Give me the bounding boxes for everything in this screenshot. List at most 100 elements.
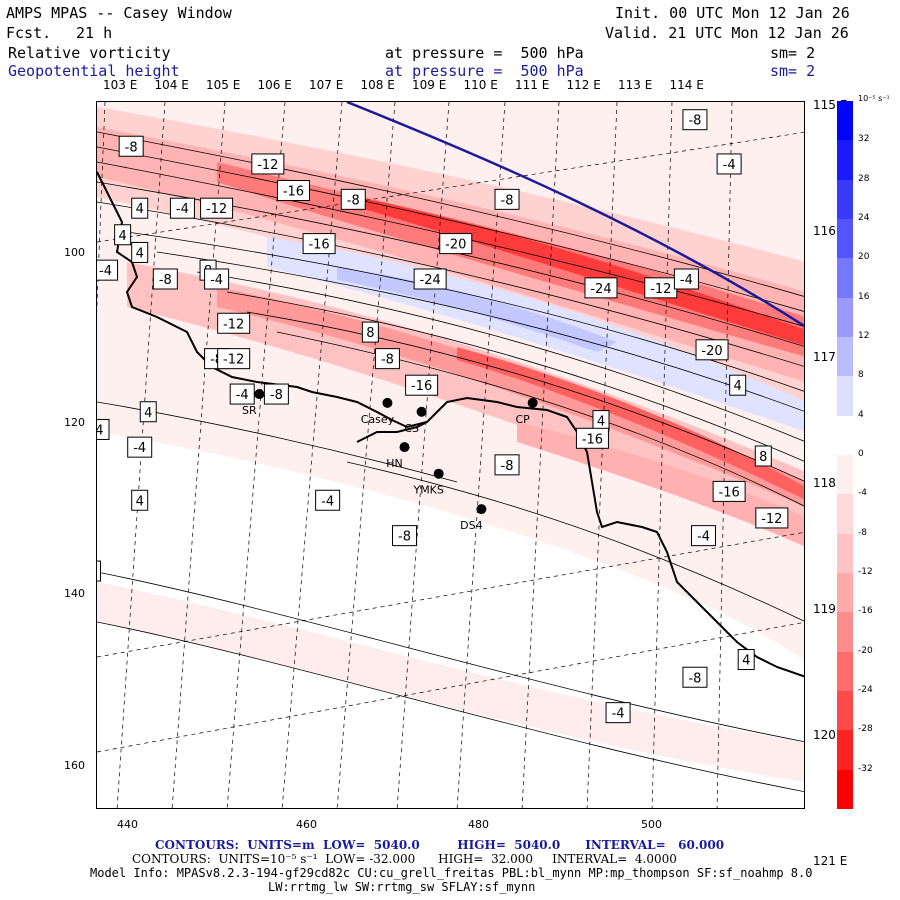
colorbar-segment <box>837 297 853 338</box>
colorbar-tick: -8 <box>858 527 867 538</box>
contour-label-text: -4 <box>612 707 625 722</box>
contour-label: -8 <box>494 188 520 210</box>
vort-band-north-inner <box>217 162 804 357</box>
contour-label: -4 <box>204 268 230 290</box>
vort-contour <box>97 161 804 327</box>
contour-label: -16 <box>405 374 439 396</box>
model-title: AMPS MPAS -- Casey Window <box>6 4 232 22</box>
vort-contour <box>276 331 804 507</box>
vort-band-light-neg-3 <box>97 582 804 782</box>
height-contour-5040 <box>346 102 804 328</box>
contour-label-text: 4 <box>136 202 144 217</box>
contour-label-text: -16 <box>411 379 432 394</box>
station-name: CP <box>515 413 530 426</box>
contour-label-text: -8 <box>398 530 411 545</box>
meridian <box>396 102 450 808</box>
colorbar-segment <box>837 258 853 299</box>
contour-label: 4 <box>131 489 149 511</box>
contour-label: -4 <box>315 489 341 511</box>
station-dot <box>416 406 427 417</box>
field1-level: at pressure = 500 hPa <box>385 44 584 62</box>
map-plot: -8-12-8-4-12-16-8-84-444-16-208-4-8-4-24… <box>96 101 805 809</box>
contour-label: -8 <box>494 454 520 476</box>
contour-label-text: -8 <box>688 671 701 686</box>
contour-label: -8 <box>118 135 144 157</box>
contour-label-text: 8 <box>366 326 374 341</box>
colorbar-tick: -28 <box>858 724 873 735</box>
contour-label: -16 <box>276 180 310 201</box>
contour-label: -8 <box>340 188 366 210</box>
station-dot <box>382 397 393 408</box>
contour-label-text: 4 <box>597 415 605 430</box>
contour-label: 4 <box>131 197 149 219</box>
contour-label-text: -8 <box>347 193 360 208</box>
contour-label: -8 <box>392 525 418 547</box>
contour-label: -4 <box>97 418 110 440</box>
colorbar-segment <box>837 533 853 574</box>
contour-label-text: -8 <box>159 273 172 288</box>
meridian <box>171 102 226 808</box>
colorbar-segment <box>837 337 853 377</box>
contour-label: -8 <box>682 666 708 688</box>
station-marker: CS <box>404 406 427 435</box>
colorbar-segment <box>837 179 853 220</box>
top-lon-label: 111 E <box>515 78 550 92</box>
colorbar-tick: -24 <box>858 685 873 695</box>
colorbar-tick: 20 <box>858 252 870 263</box>
contour-label-text: -16 <box>719 485 740 500</box>
contour-label-text: -12 <box>650 282 671 297</box>
model-info-2: LW:rrtmg_lw SW:rrtmg_sw SFLAY:sf_mynn <box>268 880 536 894</box>
coastline-inner <box>356 421 428 443</box>
contour-label-text: -8 <box>270 388 283 403</box>
station-dot <box>254 389 265 400</box>
colorbar-segment <box>837 455 853 495</box>
y-tick: 120 <box>64 416 85 429</box>
colorbar <box>837 101 853 810</box>
contour-label-text: -8 <box>125 140 138 155</box>
x-tick: 460 <box>296 818 317 831</box>
contour-label: -24 <box>413 268 447 290</box>
station-name: CS <box>404 422 419 435</box>
colorbar-tick: 12 <box>858 331 870 341</box>
contour-label: -4 <box>605 702 631 724</box>
vort-contour <box>97 571 804 743</box>
colorbar-segment <box>837 415 853 456</box>
contour-label-text: -16 <box>308 238 329 253</box>
contour-label-text: 4 <box>734 379 742 394</box>
station-marker: CP <box>515 397 538 426</box>
vort-contour <box>246 311 804 482</box>
contour-label-text: -4 <box>680 273 693 288</box>
colorbar-tick: -12 <box>858 567 873 577</box>
contour-label-text: -4 <box>236 388 249 403</box>
top-lon-label: 108 E <box>360 78 395 92</box>
contour-label: -16 <box>575 427 609 449</box>
colorbar-segment <box>837 494 853 535</box>
contour-label-text: -4 <box>97 423 103 438</box>
contour-label: -8 <box>152 268 178 290</box>
top-lon-label: 104 E <box>154 78 189 92</box>
y-tick: 160 <box>64 759 85 772</box>
station-name: Casey <box>361 413 395 426</box>
vort-contour <box>226 291 804 462</box>
top-lon-label: 110 E <box>463 78 498 92</box>
contour-label-text: -12 <box>761 512 782 527</box>
x-tick: 480 <box>468 818 489 831</box>
top-lon-label: 109 E <box>412 78 447 92</box>
parallel <box>97 622 804 753</box>
contour-label: 4 <box>114 224 132 246</box>
contour-label: -4 <box>673 268 699 290</box>
colorbar-tick: 0 <box>858 449 864 459</box>
colorbar-tick: 32 <box>858 134 870 145</box>
contour-label-text: -4 <box>99 264 112 279</box>
colorbar-segment <box>837 573 853 613</box>
meridian <box>336 102 396 808</box>
contour-label-text: -24 <box>590 282 611 297</box>
contour-label: -8 <box>682 109 708 131</box>
contour-label: 4 <box>737 649 755 671</box>
field1-name: Relative vorticity <box>8 44 171 62</box>
field1-smoothing: sm= 2 <box>770 44 816 62</box>
contour-label-text: -4 <box>176 202 189 217</box>
contour-label: -20 <box>695 339 729 361</box>
contour-label: -12 <box>217 312 251 334</box>
top-lon-label: 105 E <box>206 78 241 92</box>
